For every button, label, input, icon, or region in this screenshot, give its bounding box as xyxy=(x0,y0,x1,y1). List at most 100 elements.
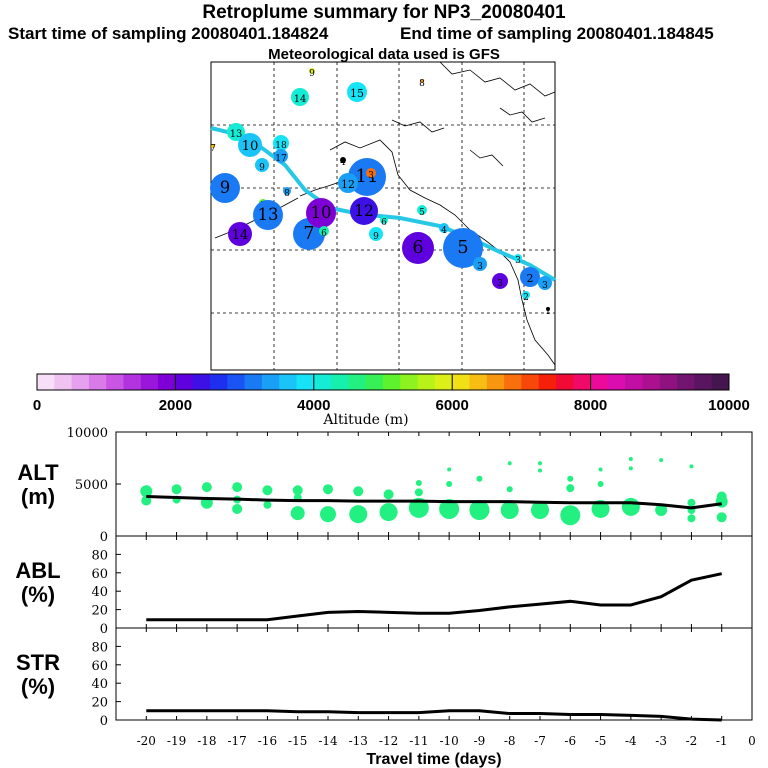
end-time-label: End time of sampling 20080401.184845 xyxy=(400,24,714,43)
plume-day-label: 6 xyxy=(321,229,327,239)
colorbar-swatch xyxy=(469,374,488,390)
plume-day-label: 13 xyxy=(258,205,279,224)
colorbar-swatch xyxy=(331,374,349,390)
colorbar-swatch xyxy=(158,374,176,390)
plume-day-label: 11 xyxy=(356,166,379,187)
alt-scatter-point xyxy=(687,514,696,523)
abl-line xyxy=(146,572,723,622)
plume-bubble xyxy=(211,144,215,148)
colorbar-swatch xyxy=(37,374,55,390)
plume-bubble xyxy=(255,158,269,172)
alt-ytick-label: 10000 xyxy=(67,426,108,441)
plume-day-label: 9 xyxy=(259,163,265,173)
plume-bubble xyxy=(340,157,346,163)
plume-bubble xyxy=(319,226,329,236)
alt-scatter-point xyxy=(628,466,633,471)
alt-scatter-point xyxy=(414,488,423,497)
colorbar-swatch xyxy=(452,374,470,390)
x-tick-label: -17 xyxy=(227,734,246,748)
plume-bubble xyxy=(338,173,358,193)
plume-bubble xyxy=(227,123,245,141)
alt-scatter-point xyxy=(659,458,664,463)
x-tick-label: -1 xyxy=(716,734,728,748)
plume-day-label: 3 xyxy=(497,279,503,289)
x-tick-label: -3 xyxy=(655,734,667,748)
plume-bubble xyxy=(492,273,508,289)
colorbar-title: Altitude (m) xyxy=(322,412,408,428)
str-ytick-label: 40 xyxy=(91,677,108,692)
plume-day-label: 9 xyxy=(373,232,379,242)
alt-mean-line xyxy=(146,494,722,510)
plume-day-label: 7 xyxy=(210,144,216,154)
abl-ytick-label: 20 xyxy=(91,604,108,619)
colorbar-swatch xyxy=(642,374,661,390)
alt-scatter-point xyxy=(506,486,513,493)
x-tick-label: -4 xyxy=(625,734,637,748)
abl-ylabel-unit: (%) xyxy=(21,582,55,607)
colorbar-swatch xyxy=(521,374,540,390)
alt-scatter-point xyxy=(262,485,273,496)
str-ytick-label: 80 xyxy=(91,640,108,655)
alt-scatter-point xyxy=(290,506,305,521)
alt-scatter-point xyxy=(201,482,212,493)
plume-day-label: 1 xyxy=(545,307,551,317)
colorbar-swatch xyxy=(279,374,297,390)
alt-ylabel: ALT xyxy=(17,460,59,485)
alt-scatter-point xyxy=(597,481,604,487)
alt-scatter-point xyxy=(538,468,542,473)
colorbar-swatch xyxy=(607,374,626,390)
x-tick-label: -5 xyxy=(595,734,607,748)
colorbar-swatch xyxy=(175,374,194,390)
alt-scatter-point xyxy=(383,489,394,500)
str-ylabel-unit: (%) xyxy=(21,674,55,699)
colorbar-swatch xyxy=(659,374,678,390)
alt-scatter-point xyxy=(476,475,483,482)
plume-day-label: 18 xyxy=(275,141,287,151)
alt-scatter-point xyxy=(538,461,542,466)
colorbar-swatch xyxy=(400,374,419,390)
plume-day-label: 6 xyxy=(381,218,387,228)
plume-bubble xyxy=(443,228,483,268)
colorbar-swatch xyxy=(486,374,505,390)
x-tick-label: -16 xyxy=(258,734,277,748)
plume-day-label: 3 xyxy=(477,262,483,272)
x-tick-label: -18 xyxy=(197,734,216,748)
alt-scatter-point xyxy=(598,467,603,472)
alt-scatter-point xyxy=(141,495,152,506)
plume-bubble xyxy=(520,267,540,287)
alt-scatter-point xyxy=(655,504,668,516)
colorbar-swatch xyxy=(140,374,159,390)
colorbar-swatch xyxy=(625,374,643,390)
colorbar-swatch xyxy=(227,374,246,390)
plume-day-label: 4 xyxy=(441,226,447,236)
alt-scatter-point xyxy=(349,505,368,524)
str-ylabel: STR xyxy=(16,650,60,675)
plume-day-label: 8 xyxy=(284,189,290,199)
plume-bubble xyxy=(253,200,283,230)
colorbar-tick-label: 6000 xyxy=(436,397,469,414)
plume-day-label: 14 xyxy=(232,228,249,243)
plume-bubble xyxy=(473,257,487,271)
alt-scatter-point xyxy=(263,500,272,509)
start-time-label: Start time of sampling 20080401.184824 xyxy=(8,24,329,43)
colorbar-tick-label: 4000 xyxy=(297,397,330,414)
x-tick-label: -10 xyxy=(439,734,458,748)
plume-day-label: 6 xyxy=(412,238,423,258)
colorbar-swatch xyxy=(210,374,228,390)
str-line xyxy=(146,709,722,722)
plume-bubble xyxy=(439,223,449,233)
map-coastline xyxy=(469,149,504,167)
plume-bubble xyxy=(350,197,378,225)
alt-scatter-point xyxy=(379,503,398,522)
alt-scatter-point xyxy=(628,457,633,462)
colorbar-swatch xyxy=(71,374,90,390)
plume-bubble xyxy=(348,158,386,196)
alt-scatter-point xyxy=(689,464,694,469)
abl-ytick-label: 40 xyxy=(91,585,108,600)
colorbar-swatch xyxy=(244,374,263,390)
alt-ytick-label: 0 xyxy=(100,530,108,545)
alt-scatter-point xyxy=(353,486,364,497)
plume-day-label: 10 xyxy=(242,139,259,154)
plume-day-label: 17 xyxy=(275,154,287,164)
alt-scatter-point xyxy=(500,501,519,519)
